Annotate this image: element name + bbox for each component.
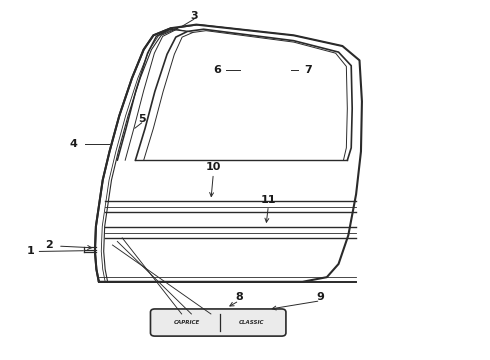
Text: 7: 7 xyxy=(304,65,312,75)
Text: 6: 6 xyxy=(213,65,221,75)
Text: 9: 9 xyxy=(317,292,324,302)
Text: 3: 3 xyxy=(190,11,197,21)
Text: 4: 4 xyxy=(70,139,77,149)
Text: 2: 2 xyxy=(45,240,52,250)
Text: 8: 8 xyxy=(235,292,243,302)
Text: 5: 5 xyxy=(138,113,146,123)
Text: CLASSIC: CLASSIC xyxy=(239,320,264,325)
Text: 10: 10 xyxy=(206,162,221,172)
Text: CAPRICE: CAPRICE xyxy=(174,320,200,325)
Text: 11: 11 xyxy=(261,195,276,204)
Text: 1: 1 xyxy=(27,247,34,256)
FancyBboxPatch shape xyxy=(150,309,286,336)
